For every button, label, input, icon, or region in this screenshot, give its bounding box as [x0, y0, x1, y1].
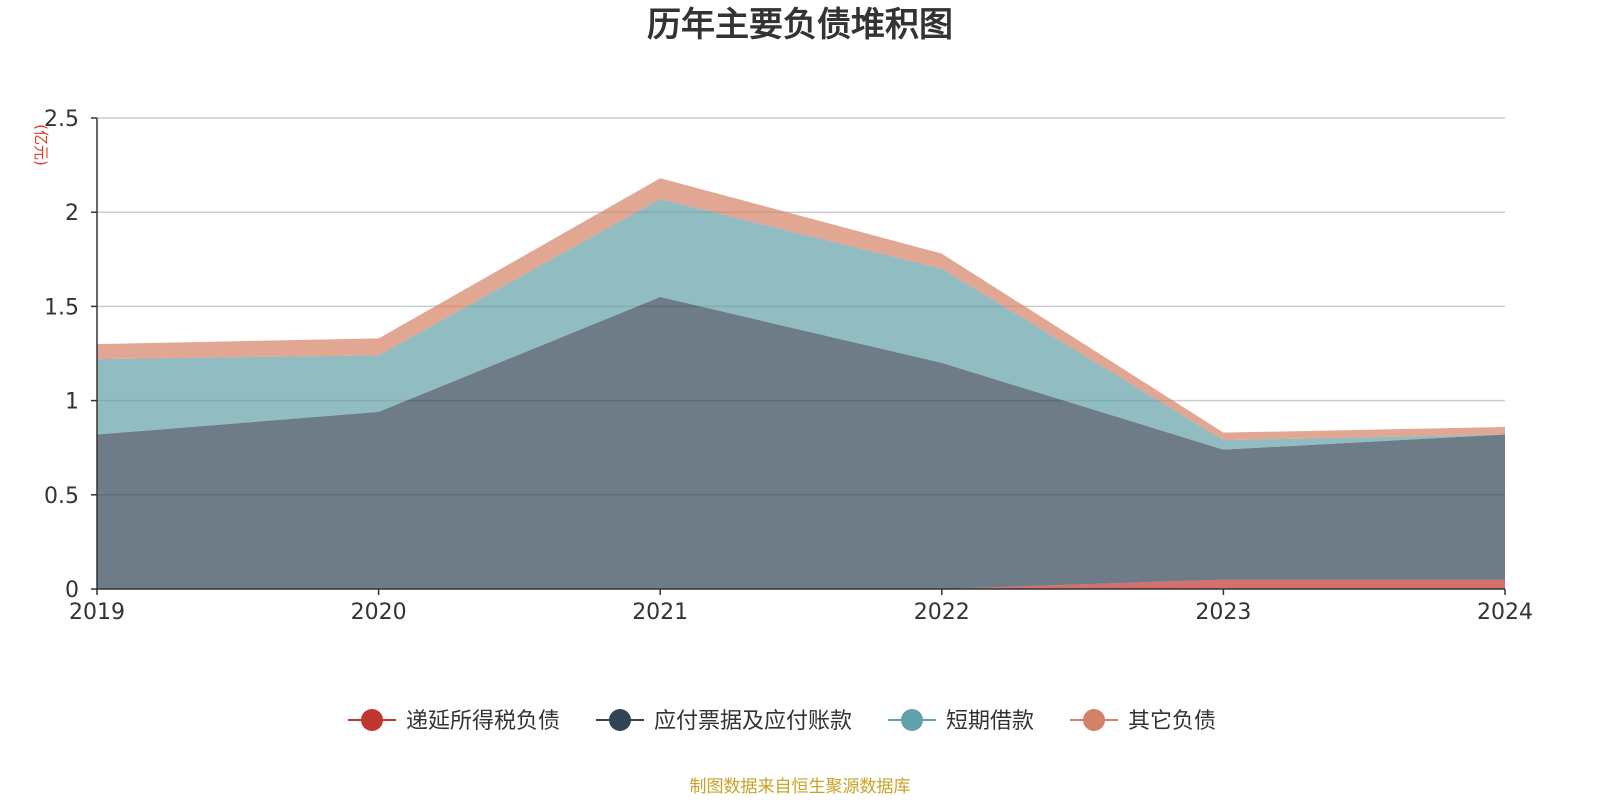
- legend-item-3[interactable]: 其它负债: [1070, 709, 1216, 734]
- x-tick-label: 2022: [914, 600, 970, 625]
- y-axis-unit-label: (亿元): [32, 124, 50, 166]
- data-source-note: 制图数据来自恒生聚源数据库: [690, 777, 911, 797]
- area-layer: [97, 178, 1505, 589]
- legend-circle-icon: [901, 709, 923, 731]
- area-series-1[interactable]: [97, 296, 1505, 589]
- y-tick-label: 0.5: [44, 484, 79, 509]
- x-tick-label: 2024: [1477, 600, 1533, 625]
- x-tick-label: 2021: [632, 600, 688, 625]
- y-tick-label: 1: [65, 390, 79, 415]
- legend[interactable]: 递延所得税负债 应付票据及应付账款 短期借款 其它负债: [348, 709, 1216, 734]
- area-series-3[interactable]: [97, 178, 1505, 441]
- legend-circle-icon: [1083, 709, 1105, 731]
- legend-item-0[interactable]: 递延所得税负债: [348, 709, 560, 734]
- legend-label: 递延所得税负债: [406, 709, 560, 734]
- y-tick-label: 2.5: [44, 107, 79, 132]
- y-tick-label: 1.5: [44, 295, 79, 320]
- x-tick-label: 2023: [1195, 600, 1251, 625]
- axes: 0 0.5 1 1.5 2 2.5 2019 2020 2021 2022 2023 2024: [44, 107, 1533, 625]
- legend-item-1[interactable]: 应付票据及应付账款: [596, 709, 852, 734]
- y-tick-label: 0: [65, 578, 79, 603]
- x-tick-label: 2020: [351, 600, 407, 625]
- x-tick-label: 2019: [69, 600, 125, 625]
- legend-label: 短期借款: [946, 709, 1034, 734]
- chart-title: 历年主要负债堆积图: [647, 5, 953, 45]
- y-tick-label: 2: [65, 201, 79, 226]
- legend-label: 其它负债: [1128, 709, 1216, 734]
- area-series-2[interactable]: [97, 199, 1505, 450]
- legend-circle-icon: [361, 709, 383, 731]
- legend-label: 应付票据及应付账款: [654, 709, 852, 734]
- legend-circle-icon: [609, 709, 631, 731]
- legend-item-2[interactable]: 短期借款: [888, 709, 1034, 734]
- area-series-0[interactable]: [97, 579, 1505, 589]
